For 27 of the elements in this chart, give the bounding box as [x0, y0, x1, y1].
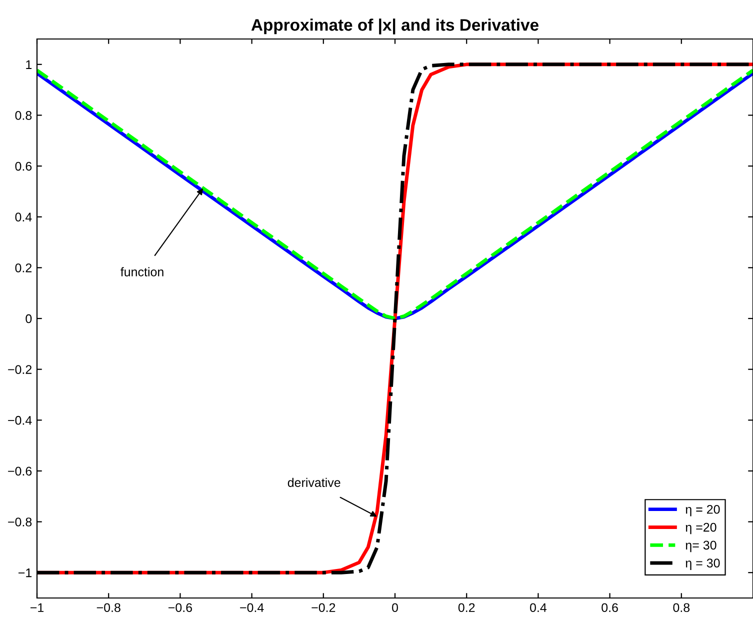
y-tick-label: −0.4 [8, 416, 32, 425]
y-tick-label: 0.4 [15, 212, 32, 222]
y-tick-label: 0.6 [15, 162, 32, 171]
annotation: function [120, 267, 164, 276]
y-tick-label: −1 [18, 568, 32, 578]
x-tick-label: 0.2 [458, 603, 475, 612]
chart-title: Approximate of |x| and its Derivative [251, 18, 538, 34]
x-tick-label: 0.4 [530, 603, 547, 612]
x-tick-label: 0.6 [602, 603, 618, 612]
legend-label: η= 30 [686, 540, 716, 552]
y-tick-label: −0.2 [8, 365, 32, 374]
y-tick-label: 0 [26, 314, 32, 324]
x-tick-label: −0.6 [168, 603, 192, 612]
y-tick-label: 0.8 [15, 111, 32, 120]
legend-label: η = 20 [686, 504, 720, 516]
y-tick-label: −0.8 [8, 518, 32, 526]
x-tick-label: −0.4 [240, 603, 264, 612]
x-tick-label: 0.8 [673, 603, 690, 612]
annotation: derivative [288, 478, 340, 487]
x-tick-label: −0.8 [96, 603, 120, 612]
x-tick-label: −0.2 [312, 603, 336, 612]
y-tick-label: 0.2 [15, 263, 32, 272]
legend-label: η = 30 [686, 558, 720, 570]
y-tick-label: 1 [26, 60, 32, 69]
y-tick-label: −0.6 [8, 466, 32, 476]
legend-label: η =20 [686, 522, 716, 534]
x-tick-label: 0 [392, 603, 398, 612]
